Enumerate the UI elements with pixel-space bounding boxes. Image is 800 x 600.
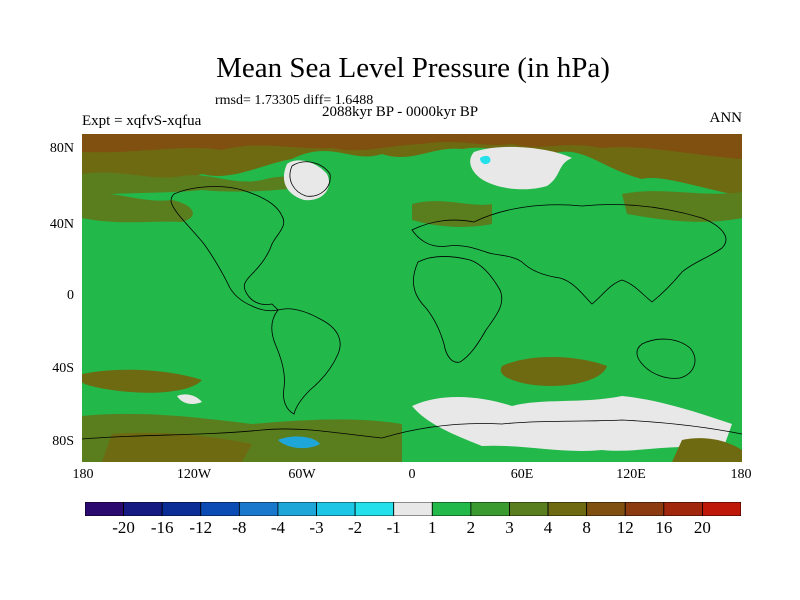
map-plot [82,134,742,462]
lon-label-180e: 180 [730,467,752,482]
season-label: ANN [709,110,743,126]
spacific-positive [82,369,202,393]
colorbar-swatch [663,502,703,516]
antarctic-brown [672,438,742,462]
colorbar-swatch [85,502,124,516]
lon-label-180w: 180 [72,467,94,482]
greenland-near-zero [283,160,330,201]
colorbar-swatch [702,502,741,516]
plot-title: Mean Sea Level Pressure (in hPa) [216,52,610,84]
colorbar-label: -20 [112,518,135,537]
lon-label-60e: 60E [510,467,534,482]
colorbar-swatch [161,502,202,516]
coastlines [82,161,742,440]
npacific-positive [82,192,193,223]
colorbar-swatch [277,502,317,516]
colorbar-label: -12 [189,518,213,537]
weddell-negative [278,436,320,449]
lon-label-0: 0 [408,467,416,482]
lon-label-120w: 120W [176,467,212,482]
colorbar-label: 8 [582,518,591,537]
colorbar-label: 2 [466,518,476,537]
antarctic-near-zero [412,396,732,452]
colorbar-label: 3 [505,518,514,537]
colorbar-label: -2 [348,518,363,537]
stats-text: rmsd= 1.73305 diff= 1.6488 [215,93,374,108]
arctic-positive-band [82,134,742,196]
natlantic-positive [412,201,492,227]
colorbar-label: -3 [309,518,324,537]
colorbar-swatch [586,502,626,516]
lon-label-60w: 60W [288,467,316,482]
colorbar-label: -16 [150,518,174,537]
south-pacific-stripe [177,394,202,404]
barents-negative [480,155,491,165]
colorbar-swatch [624,502,665,516]
lat-label-80s: 80S [52,434,74,449]
asia-positive [622,191,742,222]
period-text: 2088kyr BP - 0000kyr BP [322,104,479,120]
colorbar-swatch [200,502,240,516]
colorbar-swatch [431,502,472,516]
colorbar-swatch [238,502,279,516]
southern-positive-2 [102,432,252,462]
sindian-positive [500,356,607,386]
colorbar-label: -8 [232,518,247,537]
lat-label-0: 0 [67,288,74,303]
colorbar-swatch [393,502,433,516]
arctic-mid-band [82,172,322,196]
colorbar-swatch [509,502,549,516]
colorbar-swatch [547,502,588,516]
colorbar-swatch [354,502,395,516]
colorbar-label: 12 [616,518,634,537]
arctic-strong-band [82,134,742,159]
colorbar-label: 4 [543,518,553,537]
colorbar-label: 20 [693,518,711,537]
lat-label-40s: 40S [52,361,74,376]
colorbar-swatch [123,502,163,516]
lat-label-80n: 80N [49,141,74,156]
colorbar-swatch [316,502,356,516]
colorbar-label: 16 [655,518,673,537]
colorbar-label: -4 [270,518,286,537]
experiment-label: Expt = xqfvS-xqfua [82,113,202,129]
colorbar-swatch [470,502,510,516]
colorbar [85,502,741,516]
lon-label-120e: 120E [616,467,646,482]
colorbar-label: -1 [386,518,401,537]
eurasia-near-zero [470,146,572,190]
colorbar-label: 1 [428,518,437,537]
lat-label-40n: 40N [49,217,74,232]
